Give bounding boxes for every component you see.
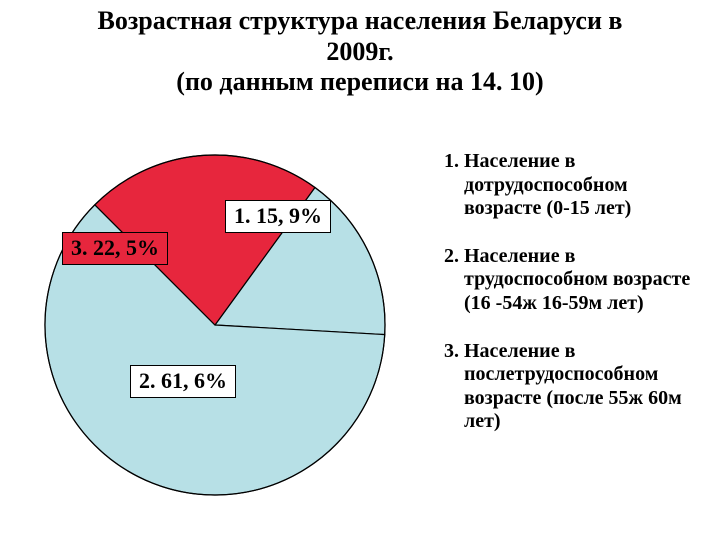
page-root: Возрастная структура населения Беларуси … bbox=[0, 0, 720, 540]
title-line-2: 2009г. bbox=[0, 37, 720, 68]
legend-item-3: Население в послетрудоспособном возрасте… bbox=[464, 340, 710, 434]
page-title: Возрастная структура населения Беларуси … bbox=[0, 6, 720, 98]
slice-label-2: 2. 61, 6% bbox=[130, 365, 236, 398]
legend-item-1: Население в дотрудоспособном возрасте (0… bbox=[464, 150, 710, 221]
slice-label-3: 3. 22, 5% bbox=[62, 232, 168, 265]
legend-item-2: Население в трудоспособном возрасте (16 … bbox=[464, 245, 710, 316]
legend-list: Население в дотрудоспособном возрасте (0… bbox=[440, 150, 710, 434]
pie-svg bbox=[30, 140, 400, 510]
slice-label-1: 1. 15, 9% bbox=[225, 200, 331, 233]
title-line-3: (по данным переписи на 14. 10) bbox=[0, 67, 720, 98]
legend: Население в дотрудоспособном возрасте (0… bbox=[440, 150, 710, 458]
pie-chart: 1. 15, 9% 2. 61, 6% 3. 22, 5% bbox=[30, 140, 400, 510]
title-line-1: Возрастная структура населения Беларуси … bbox=[0, 6, 720, 37]
